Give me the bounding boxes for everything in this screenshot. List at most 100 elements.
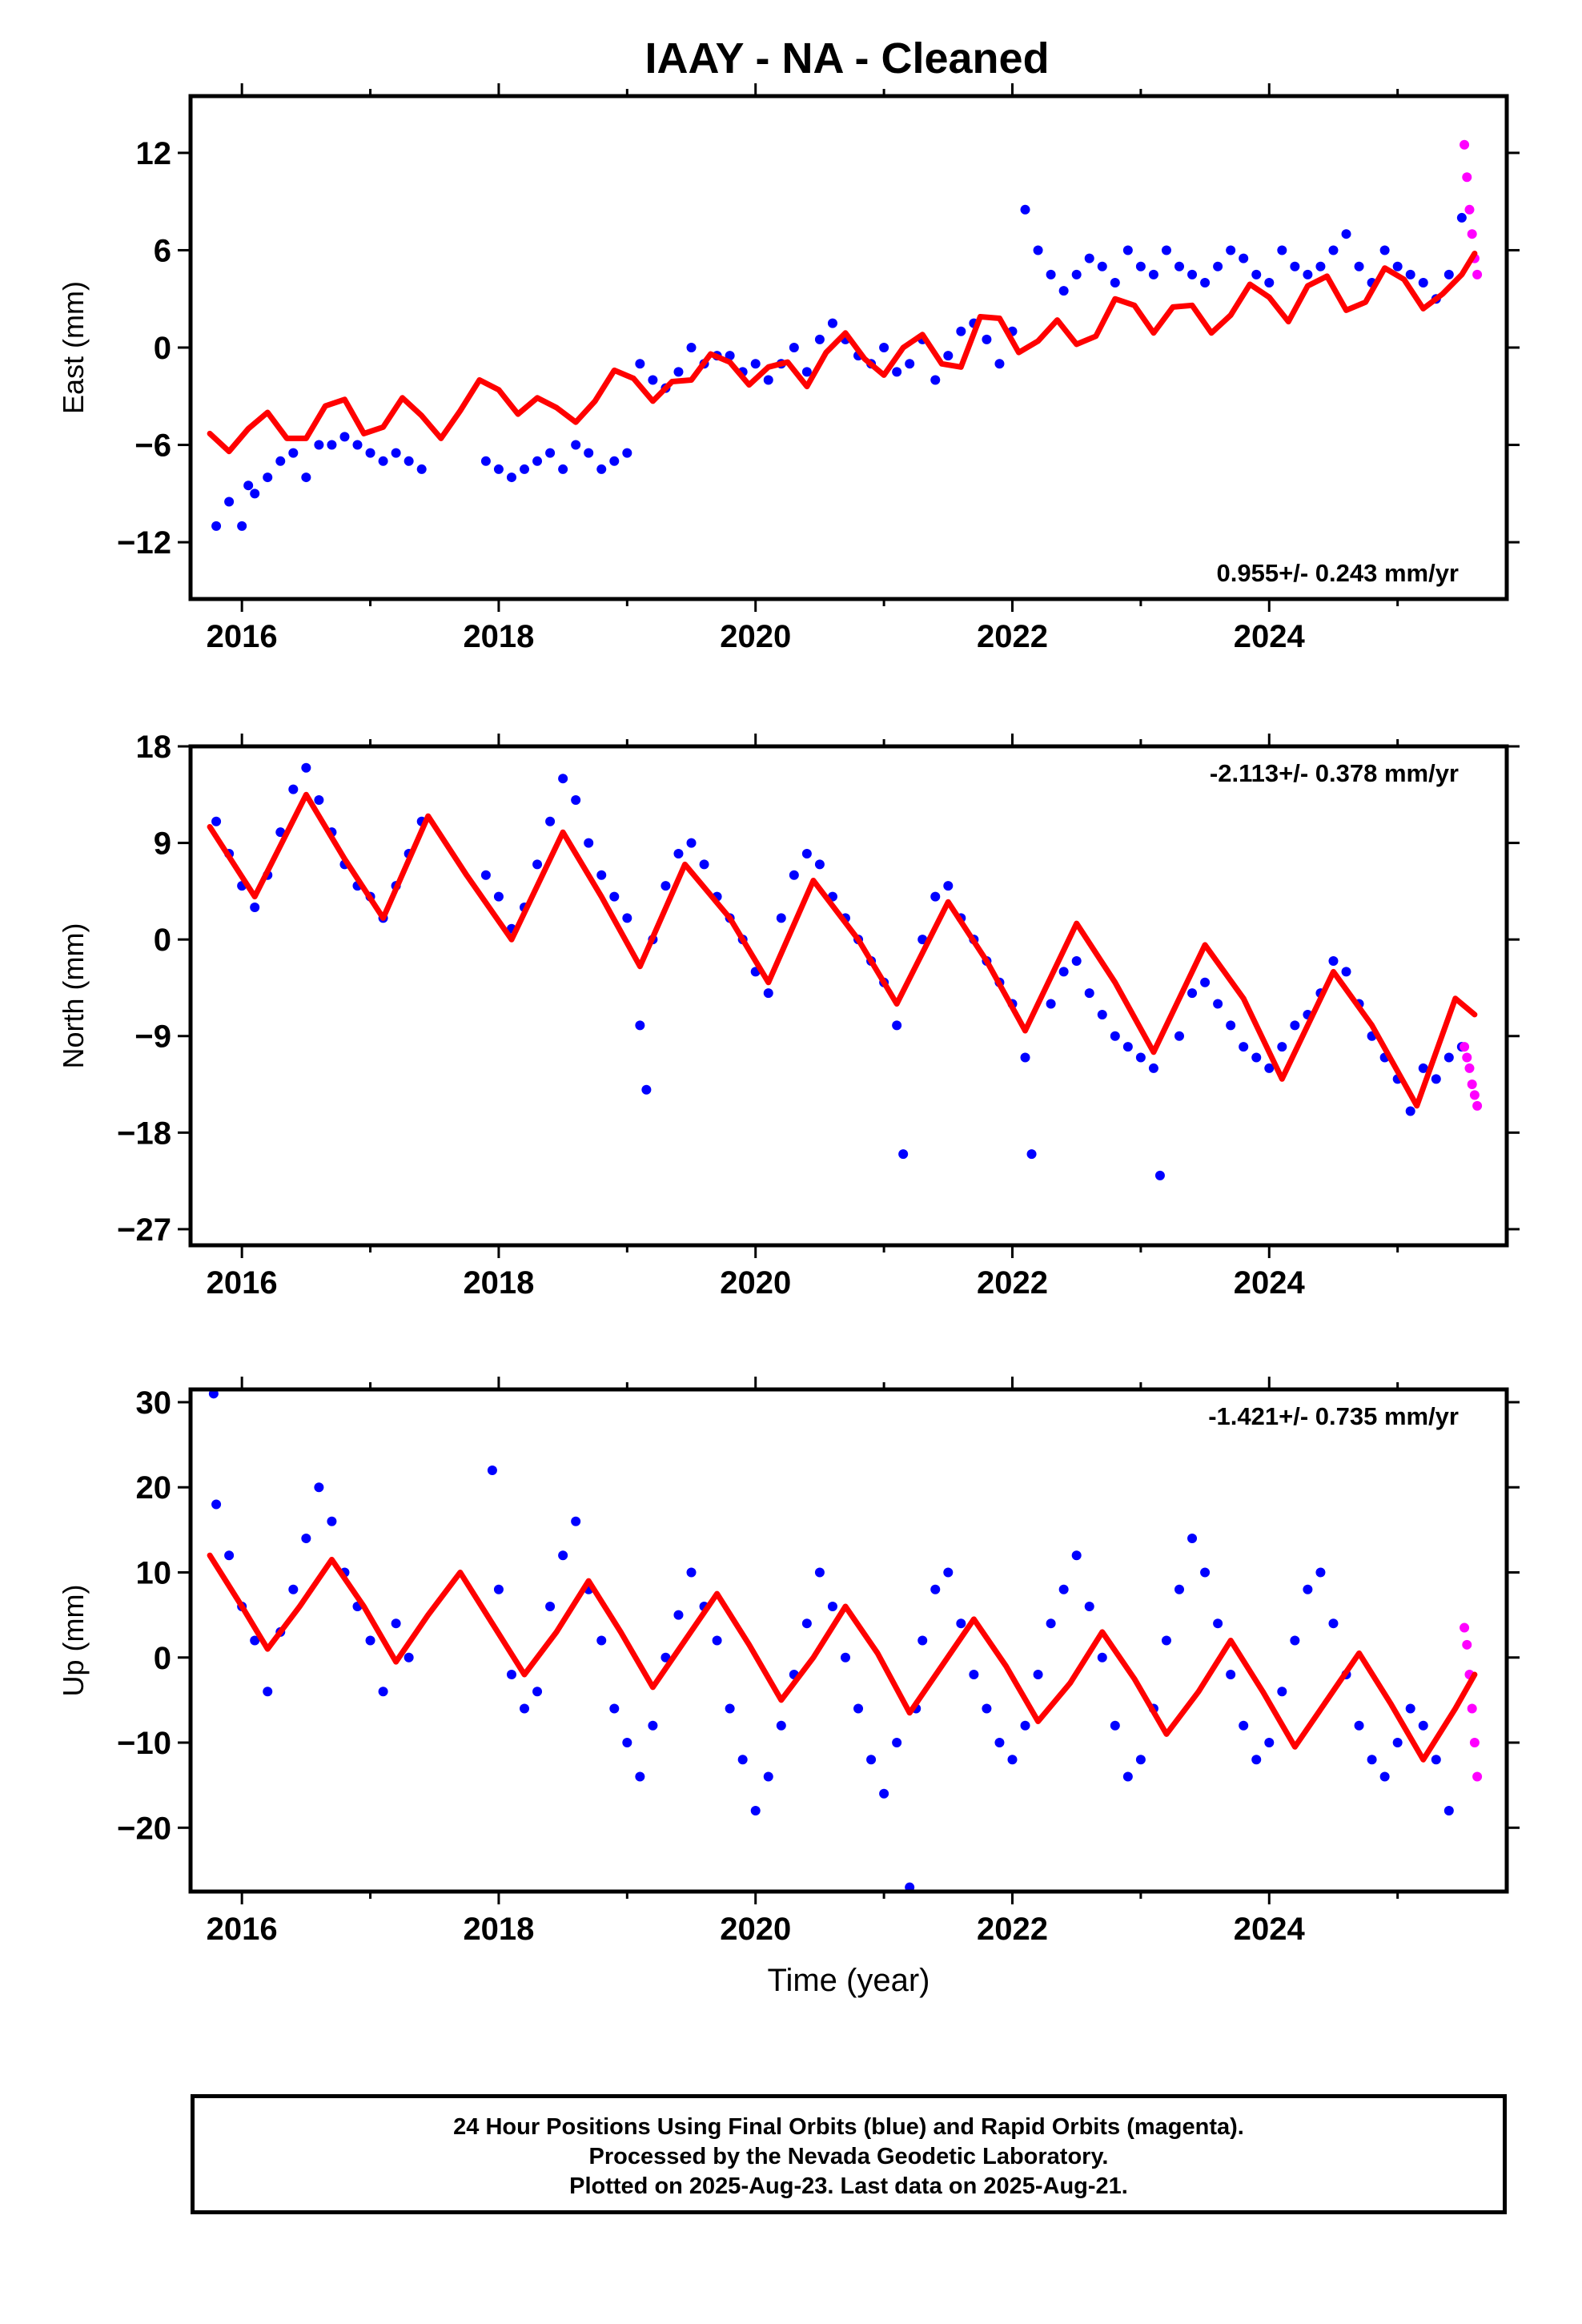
north-x-tick-label: 2018: [463, 1265, 534, 1301]
up-final-point: [905, 1882, 915, 1892]
up-final-point: [737, 1755, 748, 1765]
east-final-point: [506, 472, 516, 483]
east-final-point: [1456, 212, 1467, 223]
up-final-point: [211, 1499, 222, 1510]
north-final-point: [250, 902, 260, 912]
north-rapid-point: [1472, 1100, 1483, 1111]
east-final-point: [532, 456, 543, 466]
up-final-point: [558, 1550, 568, 1561]
up-final-point: [1020, 1720, 1030, 1731]
east-final-point: [814, 334, 825, 344]
up-final-point: [493, 1584, 504, 1594]
east-y-axis-label: East (mm): [57, 281, 90, 414]
up-final-point: [1251, 1755, 1262, 1765]
east-final-point: [827, 318, 837, 328]
north-final-point: [1084, 988, 1094, 999]
up-final-point: [917, 1635, 928, 1646]
east-final-point: [801, 367, 812, 377]
north-final-point: [1251, 1052, 1262, 1063]
up-final-point: [1213, 1618, 1223, 1629]
north-rapid-point: [1464, 1063, 1475, 1073]
up-final-point: [263, 1687, 273, 1697]
east-final-point: [1315, 261, 1326, 271]
north-final-point: [558, 774, 568, 784]
up-final-point: [943, 1567, 954, 1578]
north-x-tick-label: 2024: [1234, 1265, 1306, 1301]
up-final-point: [622, 1738, 632, 1748]
east-final-point: [635, 359, 645, 369]
up-final-point: [314, 1482, 324, 1493]
east-final-point: [314, 440, 324, 450]
east-final-point: [1226, 245, 1236, 255]
east-final-point: [905, 359, 915, 369]
north-final-point: [1187, 988, 1198, 999]
north-final-point: [1405, 1106, 1415, 1116]
north-final-point: [1418, 1063, 1428, 1073]
east-final-point: [763, 375, 773, 385]
east-frame: [188, 94, 1509, 601]
north-x-tick-label: 2022: [977, 1265, 1048, 1301]
north-rapid-point: [1467, 1080, 1477, 1090]
up-data-layer: [207, 1389, 1483, 1892]
north-final-point: [532, 859, 543, 870]
north-final-point: [1239, 1042, 1249, 1052]
up-final-point: [892, 1738, 902, 1748]
north-y-tick-label: −9: [135, 1019, 171, 1055]
up-final-point: [224, 1550, 235, 1561]
east-final-point: [956, 326, 966, 336]
up-final-point: [686, 1567, 697, 1578]
up-final-point: [1264, 1738, 1275, 1748]
east-y-tick-label: 6: [154, 233, 171, 268]
east-x-tick-label: 2016: [207, 619, 278, 654]
north-frame: [188, 744, 1509, 1248]
east-final-point: [275, 456, 286, 466]
up-y-axis-label: Up (mm): [57, 1585, 90, 1697]
north-final-point: [635, 1020, 645, 1031]
north-final-point: [641, 1084, 652, 1095]
up-final-point: [879, 1788, 889, 1799]
up-final-point: [635, 1771, 645, 1782]
up-x-tick-label: 2016: [207, 1912, 278, 1947]
east-final-point: [943, 351, 954, 361]
up-final-point: [1122, 1771, 1133, 1782]
east-model-fit-line: [207, 251, 1478, 455]
north-final-point: [1328, 955, 1339, 966]
up-y-tick-label: 20: [136, 1470, 172, 1506]
east-final-point: [520, 464, 530, 474]
east-final-point: [609, 456, 620, 466]
north-final-point: [673, 848, 684, 858]
up-final-point: [1379, 1771, 1390, 1782]
east-final-point: [493, 464, 504, 474]
north-final-point: [1213, 999, 1223, 1009]
up-final-point: [1328, 1618, 1339, 1629]
north-final-point: [1148, 1063, 1158, 1073]
chart-title: IAAY - NA - Cleaned: [644, 34, 1050, 82]
up-final-point: [725, 1703, 735, 1714]
east-final-point: [1392, 261, 1403, 271]
up-final-point: [1303, 1584, 1313, 1594]
up-final-point: [596, 1635, 607, 1646]
up-y-tick-label: 30: [136, 1385, 172, 1421]
east-final-point: [1122, 245, 1133, 255]
up-final-point: [250, 1635, 260, 1646]
north-rapid-point: [1462, 1052, 1472, 1063]
up-final-point: [1239, 1720, 1249, 1731]
east-final-point: [263, 472, 273, 483]
east-panel: 2016 2018 2020 2022 2024 12 6 0 −6 −12 East (mm) 0.…: [57, 83, 1520, 654]
up-x-tick-label: 2020: [720, 1912, 791, 1947]
up-final-point: [1315, 1567, 1326, 1578]
east-final-point: [558, 464, 568, 474]
east-final-point: [224, 497, 235, 507]
east-final-point: [211, 521, 222, 531]
up-final-point: [994, 1738, 1005, 1748]
north-final-point: [1046, 999, 1056, 1009]
east-rapid-point: [1472, 269, 1483, 279]
up-panel: 2016 2018 2020 2022 2024 30 20 10 0 −10 −20 Up (mm)…: [57, 1377, 1520, 1947]
up-final-point: [545, 1601, 556, 1611]
east-final-point: [378, 456, 388, 466]
north-final-point: [1020, 1052, 1030, 1063]
east-rapid-point: [1460, 139, 1470, 150]
up-final-point: [712, 1635, 722, 1646]
east-final-point: [994, 359, 1005, 369]
